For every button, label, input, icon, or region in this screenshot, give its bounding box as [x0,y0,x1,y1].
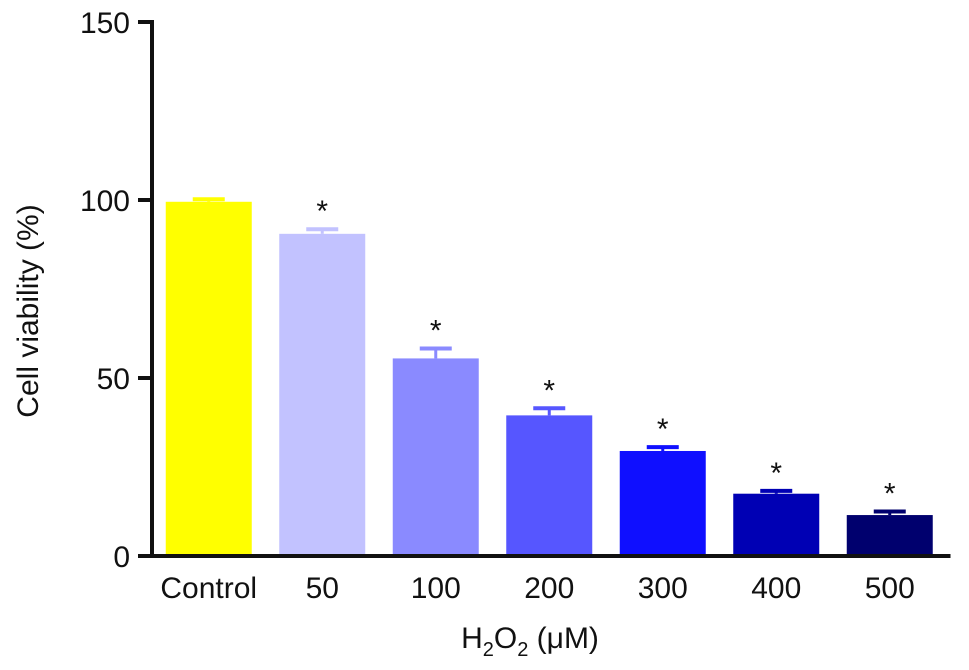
significance-star-300: * [657,413,669,446]
bar-control [165,201,252,556]
x-tick-label-control: Control [160,572,257,605]
x-tick-label-300: 300 [638,572,688,605]
y-tick-label-0: 0 [113,541,130,574]
x-tick-label-400: 400 [751,572,801,605]
bar-300 [619,450,706,556]
significance-star-50: * [316,195,328,228]
bar-500 [846,515,933,556]
significance-markers: * * * * * * [316,195,896,510]
x-tick-label-100: 100 [411,572,461,605]
x-axis-title: H2O2 (μM) [461,622,599,661]
error-bars-group [192,197,906,516]
x-axis-title-o: O [494,622,517,655]
x-axis-title-unit: (μM) [528,622,599,655]
significance-star-400: * [770,457,782,490]
bar-200 [506,415,593,556]
x-axis-title-h: H [461,622,483,655]
y-ticks: 0 50 100 150 [80,7,152,574]
bar-100 [392,358,479,556]
x-tick-label-200: 200 [524,572,574,605]
x-tick-labels: Control 50 100 200 300 400 500 [160,572,914,605]
bar-400 [733,493,820,556]
x-tick-label-500: 500 [865,572,915,605]
y-tick-label-150: 150 [80,7,130,40]
significance-star-500: * [884,478,896,511]
x-axis-title-sub1: 2 [483,639,494,661]
bar-50 [279,233,366,556]
y-tick-label-100: 100 [80,185,130,218]
x-tick-label-50: 50 [306,572,339,605]
y-axis-title: Cell viability (%) [12,204,45,417]
significance-star-200: * [543,374,555,407]
bars-group [165,201,933,556]
significance-star-100: * [430,314,442,347]
y-tick-label-50: 50 [97,363,130,396]
x-axis-title-sub2: 2 [517,639,528,661]
